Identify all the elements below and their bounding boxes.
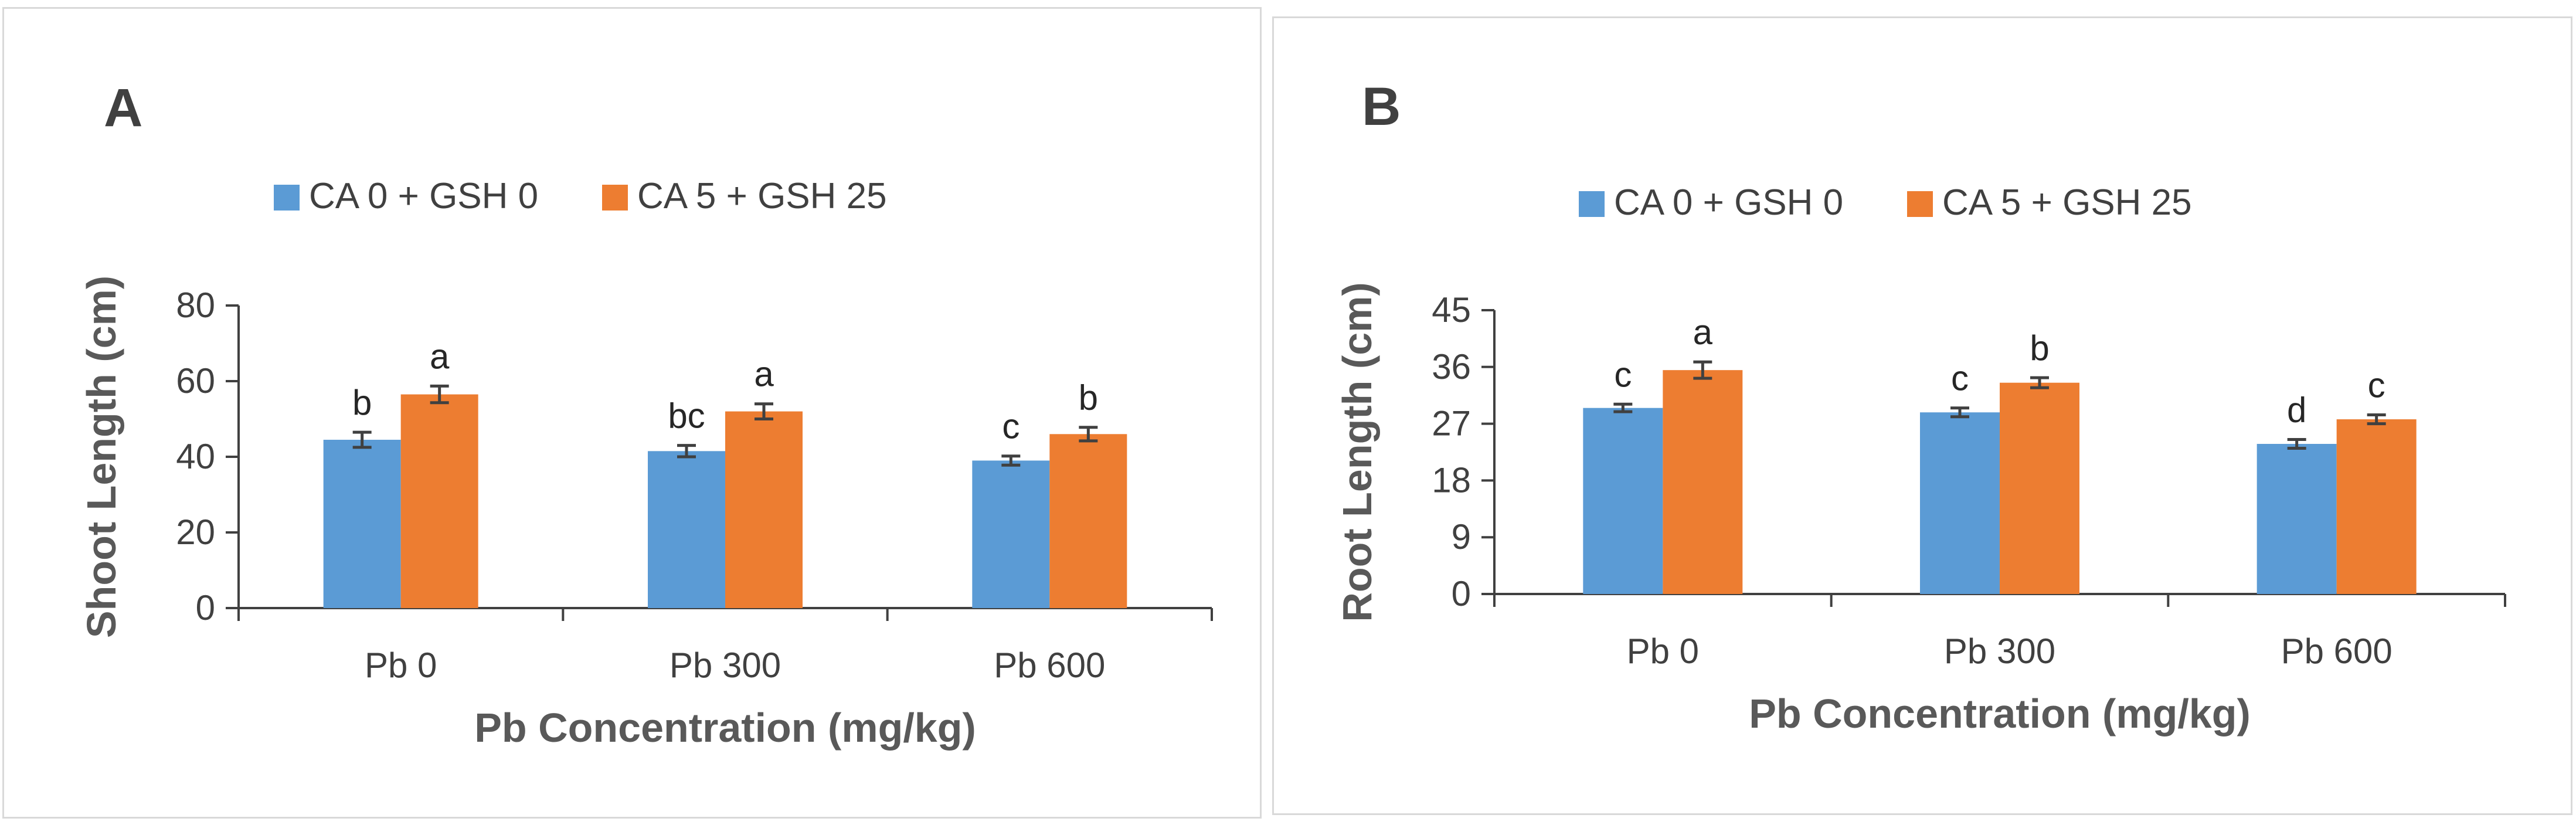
y-tick-label: 40 (176, 437, 215, 476)
y-tick-label: 0 (196, 588, 215, 627)
significance-letter: bc (668, 396, 705, 436)
panel-label: A (104, 78, 142, 138)
x-category-label: Pb 600 (2281, 632, 2393, 671)
significance-letter: a (430, 337, 450, 376)
bar (2000, 382, 2079, 594)
legend-label: CA 5 + GSH 25 (1942, 182, 2192, 223)
y-axis-title: Root Length (cm) (1334, 282, 1380, 622)
legend-swatch (602, 185, 628, 211)
bar (400, 394, 478, 608)
bar (648, 451, 725, 608)
bar (2256, 444, 2337, 594)
y-tick-label: 36 (1432, 347, 1471, 386)
y-tick-label: 45 (1432, 290, 1471, 330)
chart-a-svg: A CA 0 + GSH 0 CA 5 + GSH 25 0 20 40 60 80 Pb 0 b… (79, 78, 1213, 751)
chart-panel-b: B CA 0 + GSH 0 CA 5 + GSH 25 0 9 18 27 36 45 Pb 0… (1272, 16, 2572, 815)
x-axis-title: Pb Concentration (mg/kg) (1749, 691, 2251, 736)
y-tick-label: 60 (176, 361, 215, 400)
y-tick-label: 80 (176, 286, 215, 325)
y-axis-title: Shoot Length (cm) (79, 276, 124, 638)
x-category-label: Pb 600 (994, 646, 1105, 685)
significance-letter: c (2368, 366, 2385, 405)
bar (323, 439, 401, 608)
legend-swatch (1579, 191, 1605, 217)
bar (725, 411, 803, 608)
significance-letter: b (2030, 328, 2049, 368)
bar (972, 460, 1050, 608)
y-tick-label: 27 (1432, 404, 1471, 443)
legend-label: CA 0 + GSH 0 (309, 176, 538, 216)
y-tick-label: 20 (176, 512, 215, 552)
bar (1583, 408, 1663, 594)
panel-label: B (1362, 77, 1401, 137)
significance-letter: a (754, 355, 774, 394)
y-tick-label: 0 (1452, 574, 1471, 613)
legend-label: CA 0 + GSH 0 (1614, 182, 1843, 223)
x-category-label: Pb 0 (365, 646, 437, 685)
chart-panel-a: A CA 0 + GSH 0 CA 5 + GSH 25 0 20 40 60 80 Pb 0 b… (2, 7, 1262, 819)
significance-letter: b (352, 383, 372, 422)
significance-letter: d (2287, 390, 2306, 429)
significance-letter: c (1951, 359, 1969, 398)
x-axis-title: Pb Concentration (mg/kg) (474, 705, 976, 751)
bar (2336, 419, 2417, 594)
bar (1663, 370, 1743, 594)
significance-letter: a (1693, 313, 1713, 352)
bar (1049, 434, 1127, 608)
y-tick-label: 9 (1452, 517, 1471, 556)
significance-letter: b (1079, 378, 1098, 418)
legend-swatch (1907, 191, 1933, 217)
significance-letter: c (1002, 407, 1019, 446)
chart-b-svg: B CA 0 + GSH 0 CA 5 + GSH 25 0 9 18 27 36 45 Pb 0… (1334, 77, 2506, 736)
x-category-label: Pb 0 (1627, 632, 1699, 671)
significance-letter: c (1614, 355, 1632, 394)
x-category-label: Pb 300 (670, 646, 781, 685)
x-category-label: Pb 300 (1944, 632, 2055, 671)
bar (1920, 412, 2000, 594)
y-tick-label: 18 (1432, 460, 1471, 500)
legend-swatch (274, 185, 300, 211)
legend-label: CA 5 + GSH 25 (637, 176, 887, 216)
